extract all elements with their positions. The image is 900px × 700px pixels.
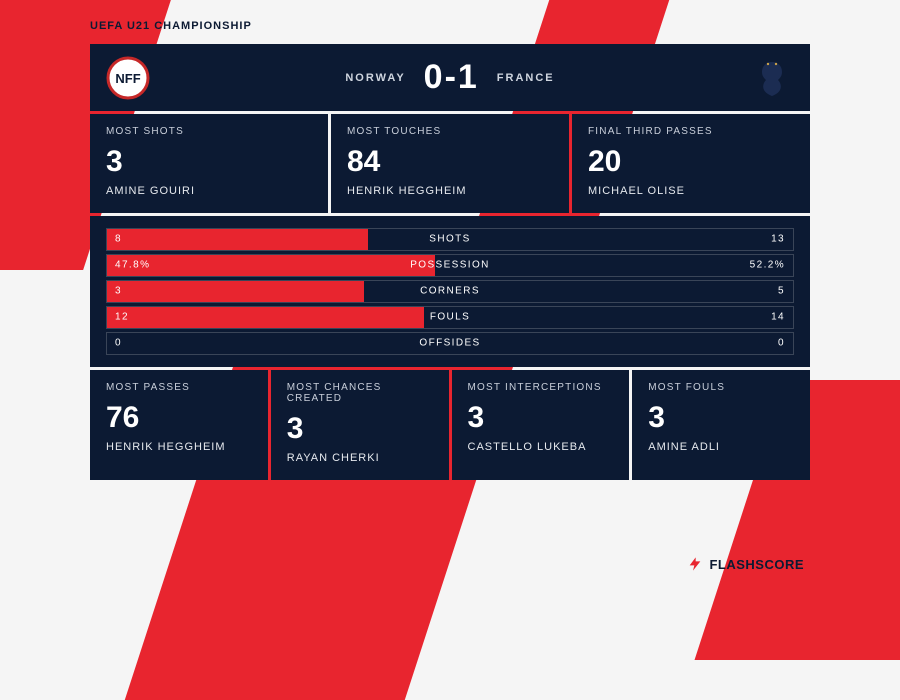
- stat-player: AMINE GOUIRI: [106, 185, 312, 199]
- stat-card: MOST INTERCEPTIONS 3 CASTELLO LUKEBA: [452, 370, 630, 480]
- comparison-bar: 8 SHOTS 13: [106, 228, 794, 251]
- stat-card: MOST PASSES 76 HENRIK HEGGHEIM: [90, 370, 268, 480]
- score-header: NFF NORWAY 0-1 FRANCE: [90, 44, 810, 111]
- stat-label: MOST TOUCHES: [347, 126, 553, 137]
- bar-fill: [107, 281, 364, 302]
- bottom-stats-row: MOST PASSES 76 HENRIK HEGGHEIM MOST CHANCES…: [90, 370, 810, 480]
- bar-away-value: 14: [771, 312, 785, 323]
- bar-metric-label: SHOTS: [429, 234, 470, 245]
- bar-fill: [107, 229, 368, 250]
- home-crest-icon: NFF: [106, 56, 150, 100]
- bar-metric-label: CORNERS: [420, 286, 480, 297]
- stat-card: MOST FOULS 3 AMINE ADLI: [632, 370, 810, 480]
- stat-card: MOST CHANCES CREATED 3 RAYAN CHERKI: [271, 370, 449, 480]
- bar-away-value: 52.2%: [750, 260, 785, 271]
- score-text: 0-1: [424, 58, 479, 97]
- away-crest-icon: [750, 56, 794, 100]
- home-team-name: NORWAY: [345, 72, 405, 84]
- brand-text: FLASHSCORE: [709, 557, 804, 572]
- bar-home-value: 47.8%: [115, 260, 150, 271]
- stat-label: FINAL THIRD PASSES: [588, 126, 794, 137]
- stat-player: HENRIK HEGGHEIM: [106, 441, 252, 455]
- lightning-icon: [687, 556, 703, 572]
- stat-value: 3: [287, 412, 433, 446]
- infographic-container: UEFA U21 CHAMPIONSHIP NFF NORWAY 0-1 FRA…: [90, 20, 810, 570]
- bar-home-value: 0: [115, 338, 122, 349]
- bar-home-value: 8: [115, 234, 122, 245]
- bar-home-value: 12: [115, 312, 129, 323]
- stat-value: 3: [648, 401, 794, 435]
- bar-home-value: 3: [115, 286, 122, 297]
- stat-label: MOST SHOTS: [106, 126, 312, 137]
- stat-value: 3: [106, 145, 312, 179]
- stat-player: CASTELLO LUKEBA: [468, 441, 614, 455]
- brand-logo: FLASHSCORE: [687, 556, 804, 572]
- bar-away-value: 13: [771, 234, 785, 245]
- stat-player: AMINE ADLI: [648, 441, 794, 455]
- stat-value: 20: [588, 145, 794, 179]
- comparison-bar: 12 FOULS 14: [106, 306, 794, 329]
- stat-player: RAYAN CHERKI: [287, 452, 433, 466]
- stat-label: MOST FOULS: [648, 382, 794, 393]
- top-stats-row: MOST SHOTS 3 AMINE GOUIRI MOST TOUCHES 84 HEN…: [90, 114, 810, 213]
- stat-label: MOST INTERCEPTIONS: [468, 382, 614, 393]
- bar-away-value: 0: [778, 338, 785, 349]
- comparison-bar: 3 CORNERS 5: [106, 280, 794, 303]
- bar-fill: [107, 255, 435, 276]
- stat-card: FINAL THIRD PASSES 20 MICHAEL OLISE: [572, 114, 810, 213]
- stat-value: 76: [106, 401, 252, 435]
- away-team-name: FRANCE: [497, 72, 555, 84]
- stat-player: HENRIK HEGGHEIM: [347, 185, 553, 199]
- comparison-bar: 0 OFFSIDES 0: [106, 332, 794, 355]
- stat-value: 3: [468, 401, 614, 435]
- bar-metric-label: OFFSIDES: [419, 338, 480, 349]
- stat-player: MICHAEL OLISE: [588, 185, 794, 199]
- comparison-bar: 47.8% POSSESSION 52.2%: [106, 254, 794, 277]
- bar-metric-label: POSSESSION: [410, 260, 490, 271]
- stat-card: MOST TOUCHES 84 HENRIK HEGGHEIM: [331, 114, 569, 213]
- competition-title: UEFA U21 CHAMPIONSHIP: [90, 20, 810, 32]
- bar-away-value: 5: [778, 286, 785, 297]
- stat-label: MOST CHANCES CREATED: [287, 382, 433, 404]
- bar-metric-label: FOULS: [430, 312, 470, 323]
- stat-value: 84: [347, 145, 553, 179]
- stat-label: MOST PASSES: [106, 382, 252, 393]
- svg-text:NFF: NFF: [115, 71, 140, 86]
- bar-fill: [107, 307, 424, 328]
- stat-card: MOST SHOTS 3 AMINE GOUIRI: [90, 114, 328, 213]
- comparison-bars: 8 SHOTS 13 47.8% POSSESSION 52.2% 3 CORNERS 5 12 F…: [90, 216, 810, 367]
